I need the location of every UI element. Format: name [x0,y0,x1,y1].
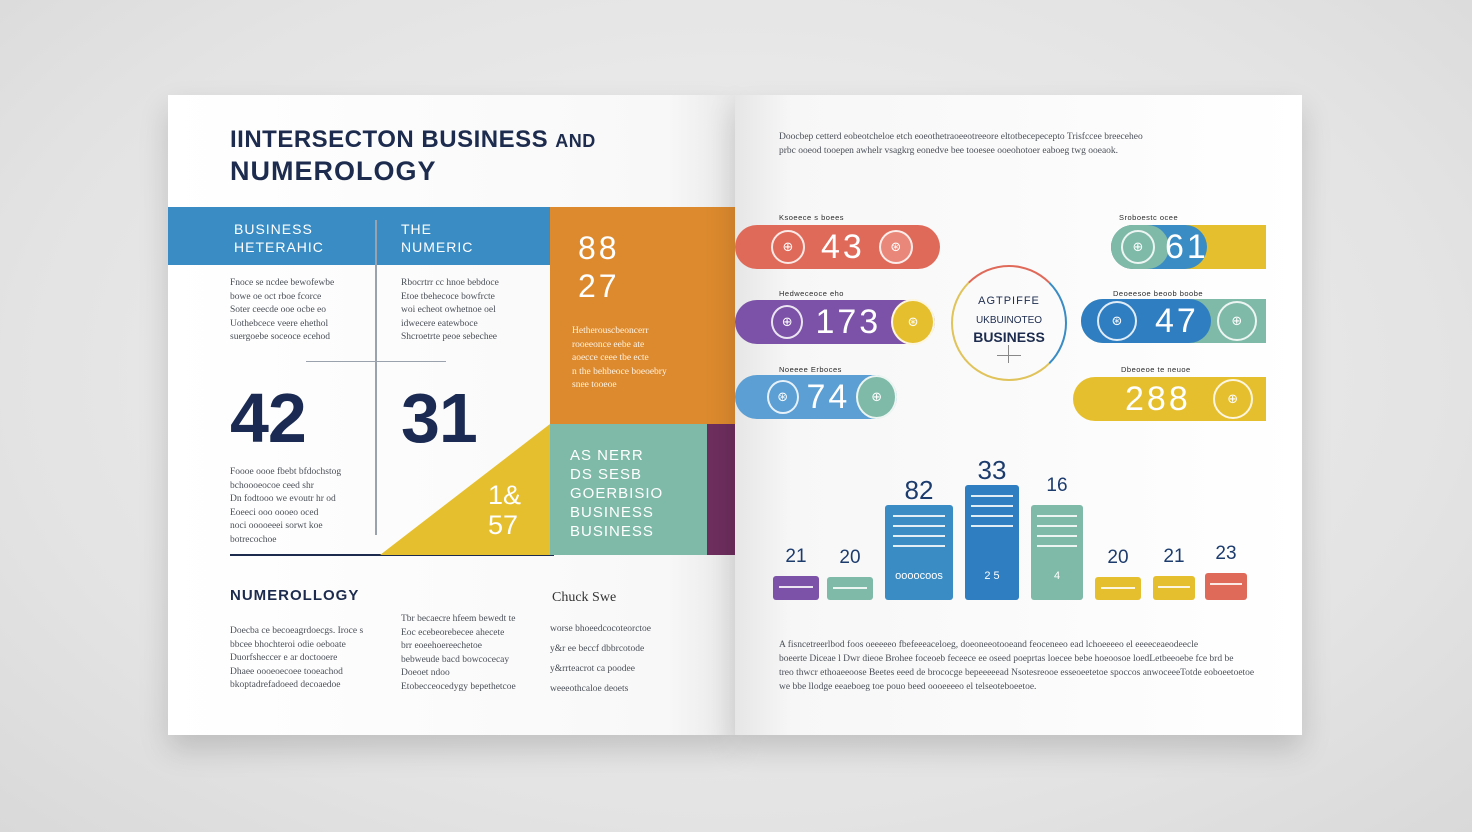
chalk-text: worse bhoeedcocoteorctoe y&r ee beccf db… [550,624,652,694]
bar-chart: 21 20 oooocoos 82 2 5 33 4 16 20 21 23 [735,95,1302,735]
center-ring-badge: AGTPIFFE UKBUINOTEO BUSINESS [951,265,1067,381]
bar-value-label: 16 [1046,475,1068,496]
sub-text-1: Doecba ce becoeagrdoecgs. Iroce s bbcee … [230,626,364,690]
column-1-text: Fnoce se ncdee bewofewbe bowe oe oct rbo… [230,278,335,342]
column-2-text: Rbocrtrr cc hnoe bebdoce Etoe tbehecoce … [401,278,499,342]
chart-bar: 2 5 [965,485,1019,600]
pill-label: Sroboestc ocee [1119,213,1179,222]
coin-icon: ⊕ [771,305,804,339]
chart-bar: 4 [1031,505,1083,600]
orange-panel: 88 27 Hetherouscbeoncerr rooeeonce eebe … [550,207,735,424]
number-pill: ⊕ 43 ⊛ [735,225,940,269]
pill-label: Deoeesoe beoob boobe [1113,289,1204,298]
column-2-heading: THE NUMERIC [401,221,474,255]
page-title: IINTERSECTON BUSINESS AND NUMEROLOGY [230,125,596,186]
pill-label: Ksoeece s boees [779,213,845,222]
bar-value-label: 20 [1107,547,1129,568]
triangle-number-1: 1& [488,480,522,510]
teal-panel: AS NERR DS SESB GOERBISIO BUSINESS BUSIN… [550,424,707,555]
pill-number: 173 [815,302,882,341]
chart-bar [773,576,819,600]
header-band [168,207,550,265]
bar-value-label: 21 [1163,546,1185,567]
chart-bar: oooocoos [885,505,953,600]
number-pill: ⊕ 173 ⊛ [735,299,935,345]
number-pill: ⊕ 61 [1111,225,1266,269]
title-line-1: IINTERSECTON BUSINESS [230,126,549,153]
pill-label: Noeeee Erboces [779,365,842,374]
bar-inner-label: 4 [1053,570,1061,582]
title-line-2: NUMEROLOGY [230,156,437,186]
number-pill: ⊛ 47 ⊕ [1081,299,1266,343]
chart-bar [827,577,873,600]
coin-icon: ⊛ [891,299,935,345]
chart-bar [1153,576,1195,600]
bar-value-label: 20 [839,547,861,568]
coin-icon: ⊕ [1121,230,1155,264]
ring-line-2: UKBUINOTEO [975,315,1043,326]
teal-line: BUSINESS [570,523,654,540]
chalk-heading: Chuck Swe [552,590,617,605]
teal-lines: AS NERR DS SESB GOERBISIO BUSINESS BUSIN… [570,446,663,541]
triangle-number-2: 57 [488,510,519,540]
title-and: AND [555,131,596,151]
bar-inner-label: oooocoos [895,570,943,582]
column-divider [375,220,377,535]
coin-icon: ⊛ [878,230,913,264]
teal-line: DS SESB [570,466,643,483]
pill-number: 43 [821,227,865,266]
bottom-text: A fisncetreerlbod foos oeeeeeo fbefeeeac… [779,640,1255,692]
chart-bar [1205,573,1247,600]
horizontal-divider [306,361,446,362]
triangle-numbers: 1& 57 [488,480,521,540]
coin-icon: ⊕ [856,375,897,419]
purple-strip [707,424,735,555]
coin-icon: ⊕ [1216,301,1257,341]
teal-line: BUSINESS [570,504,654,521]
pill-number: 74 [806,377,851,416]
teal-line: GOERBISIO [570,485,664,502]
coin-icon: ⊛ [767,380,799,414]
pill-number: 47 [1155,301,1199,340]
right-page: Doocbep cetterd eobeotcheloe etch eoeoth… [735,95,1302,735]
sub-heading: NUMEROLLOGY [230,587,360,604]
bar-inner-label: 2 5 [984,570,1000,582]
bar-value-label: 23 [1215,543,1237,564]
number-pill: 288 ⊕ [1073,377,1266,421]
book-spread: IINTERSECTON BUSINESS AND NUMEROLOGY BUS… [168,95,1302,735]
chart-bar [1095,577,1141,600]
orange-text: Hetherouscbeoncerr rooeeonce eebe ate ao… [572,326,667,390]
bar-value-label: 21 [785,546,807,567]
coin-icon: ⊕ [1212,379,1253,419]
intro-text: Doocbep cetterd eobeotcheloe etch eoeoth… [779,132,1143,156]
teal-line: AS NERR [570,447,644,464]
ring-line-3: BUSINESS [973,329,1045,345]
pill-number: 61 [1165,227,1209,266]
column-1-text-2: Foooe oooe fbebt bfdochstog bchoooeocoe … [230,467,342,545]
ring-line-1: AGTPIFFE [978,295,1040,307]
pill-label: Hedweceoce eho [779,289,844,298]
orange-number-2: 27 [578,268,620,304]
left-page: IINTERSECTON BUSINESS AND NUMEROLOGY BUS… [168,95,735,735]
bar-value-label: 82 [904,475,934,505]
number-pill: ⊛ 74 ⊕ [735,375,897,419]
coin-icon: ⊛ [1097,301,1137,341]
column-1-heading: BUSINESS HETERAHIC [234,221,324,255]
bar-value-label: 33 [977,455,1007,485]
sub-text-2: Tbr becaecre hfeem bewedt te Eoc ecebeor… [401,614,516,692]
pill-number: 288 [1125,379,1191,418]
orange-number-1: 88 [578,230,620,266]
big-number-1: 42 [230,379,307,457]
big-number-2: 31 [401,379,478,457]
pill-label: Dbeoeoe te neuoe [1121,365,1191,374]
yellow-triangle [380,424,550,555]
orange-numbers: 88 27 [578,229,620,305]
coin-icon: ⊕ [771,230,805,264]
